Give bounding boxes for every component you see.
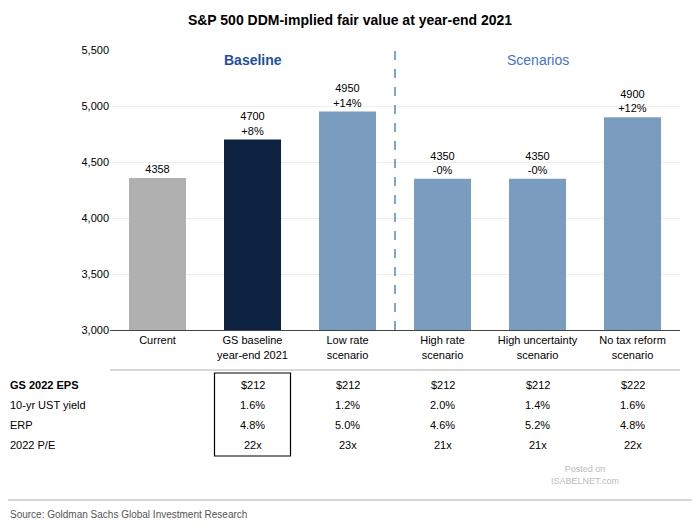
svg-text:GS 2022 EPS: GS 2022 EPS bbox=[10, 379, 79, 391]
svg-text:4.6%: 4.6% bbox=[430, 419, 455, 431]
svg-text:23x: 23x bbox=[339, 439, 357, 451]
svg-text:1.2%: 1.2% bbox=[335, 399, 360, 411]
svg-text:Baseline: Baseline bbox=[224, 52, 282, 68]
svg-text:4,000: 4,000 bbox=[81, 212, 109, 224]
svg-text:Low ratescenario: Low ratescenario bbox=[326, 334, 368, 360]
svg-text:21x: 21x bbox=[529, 439, 547, 451]
svg-text:4,500: 4,500 bbox=[81, 156, 109, 168]
svg-text:5.2%: 5.2% bbox=[525, 419, 550, 431]
svg-text:4.8%: 4.8% bbox=[620, 419, 645, 431]
svg-text:22x: 22x bbox=[624, 439, 642, 451]
svg-text:5.0%: 5.0% bbox=[335, 419, 360, 431]
svg-text:4.8%: 4.8% bbox=[240, 419, 265, 431]
svg-text:No tax reformscenario: No tax reformscenario bbox=[599, 334, 666, 360]
svg-text:$222: $222 bbox=[621, 379, 645, 391]
svg-text:4350-0%: 4350-0% bbox=[430, 150, 454, 176]
svg-text:ERP: ERP bbox=[10, 419, 33, 431]
svg-text:2.0%: 2.0% bbox=[430, 399, 455, 411]
svg-text:3,000: 3,000 bbox=[81, 324, 109, 336]
svg-text:Current: Current bbox=[139, 334, 176, 346]
svg-text:S&P 500 DDM-implied fair value: S&P 500 DDM-implied fair value at year-e… bbox=[188, 12, 512, 28]
svg-text:1.6%: 1.6% bbox=[620, 399, 645, 411]
svg-text:10-yr UST yield: 10-yr UST yield bbox=[10, 399, 86, 411]
svg-text:$212: $212 bbox=[336, 379, 360, 391]
svg-text:4700+8%: 4700+8% bbox=[240, 110, 264, 136]
svg-text:High uncertaintyscenario: High uncertaintyscenario bbox=[498, 334, 578, 360]
svg-text:22x: 22x bbox=[244, 439, 262, 451]
svg-text:$212: $212 bbox=[241, 379, 265, 391]
svg-text:$212: $212 bbox=[526, 379, 550, 391]
svg-text:4350-0%: 4350-0% bbox=[525, 150, 549, 176]
svg-text:4358: 4358 bbox=[145, 163, 169, 175]
svg-text:4950+14%: 4950+14% bbox=[333, 82, 362, 108]
svg-text:2022 P/E: 2022 P/E bbox=[10, 439, 55, 451]
svg-text:High ratescenario: High ratescenario bbox=[420, 334, 465, 360]
svg-text:Posted onISABELNET.com: Posted onISABELNET.com bbox=[551, 464, 619, 486]
svg-text:1.4%: 1.4% bbox=[525, 399, 550, 411]
svg-text:3,500: 3,500 bbox=[81, 268, 109, 280]
svg-text:GS baselineyear-end 2021: GS baselineyear-end 2021 bbox=[217, 334, 288, 360]
svg-text:4900+12%: 4900+12% bbox=[618, 88, 647, 114]
svg-text:Scenarios: Scenarios bbox=[507, 52, 569, 68]
svg-text:1.6%: 1.6% bbox=[240, 399, 265, 411]
svg-text:5,000: 5,000 bbox=[81, 100, 109, 112]
svg-text:5,500: 5,500 bbox=[81, 44, 109, 56]
svg-text:$212: $212 bbox=[431, 379, 455, 391]
svg-text:21x: 21x bbox=[434, 439, 452, 451]
svg-text:Source: Goldman Sachs Global I: Source: Goldman Sachs Global Investment … bbox=[10, 509, 247, 520]
